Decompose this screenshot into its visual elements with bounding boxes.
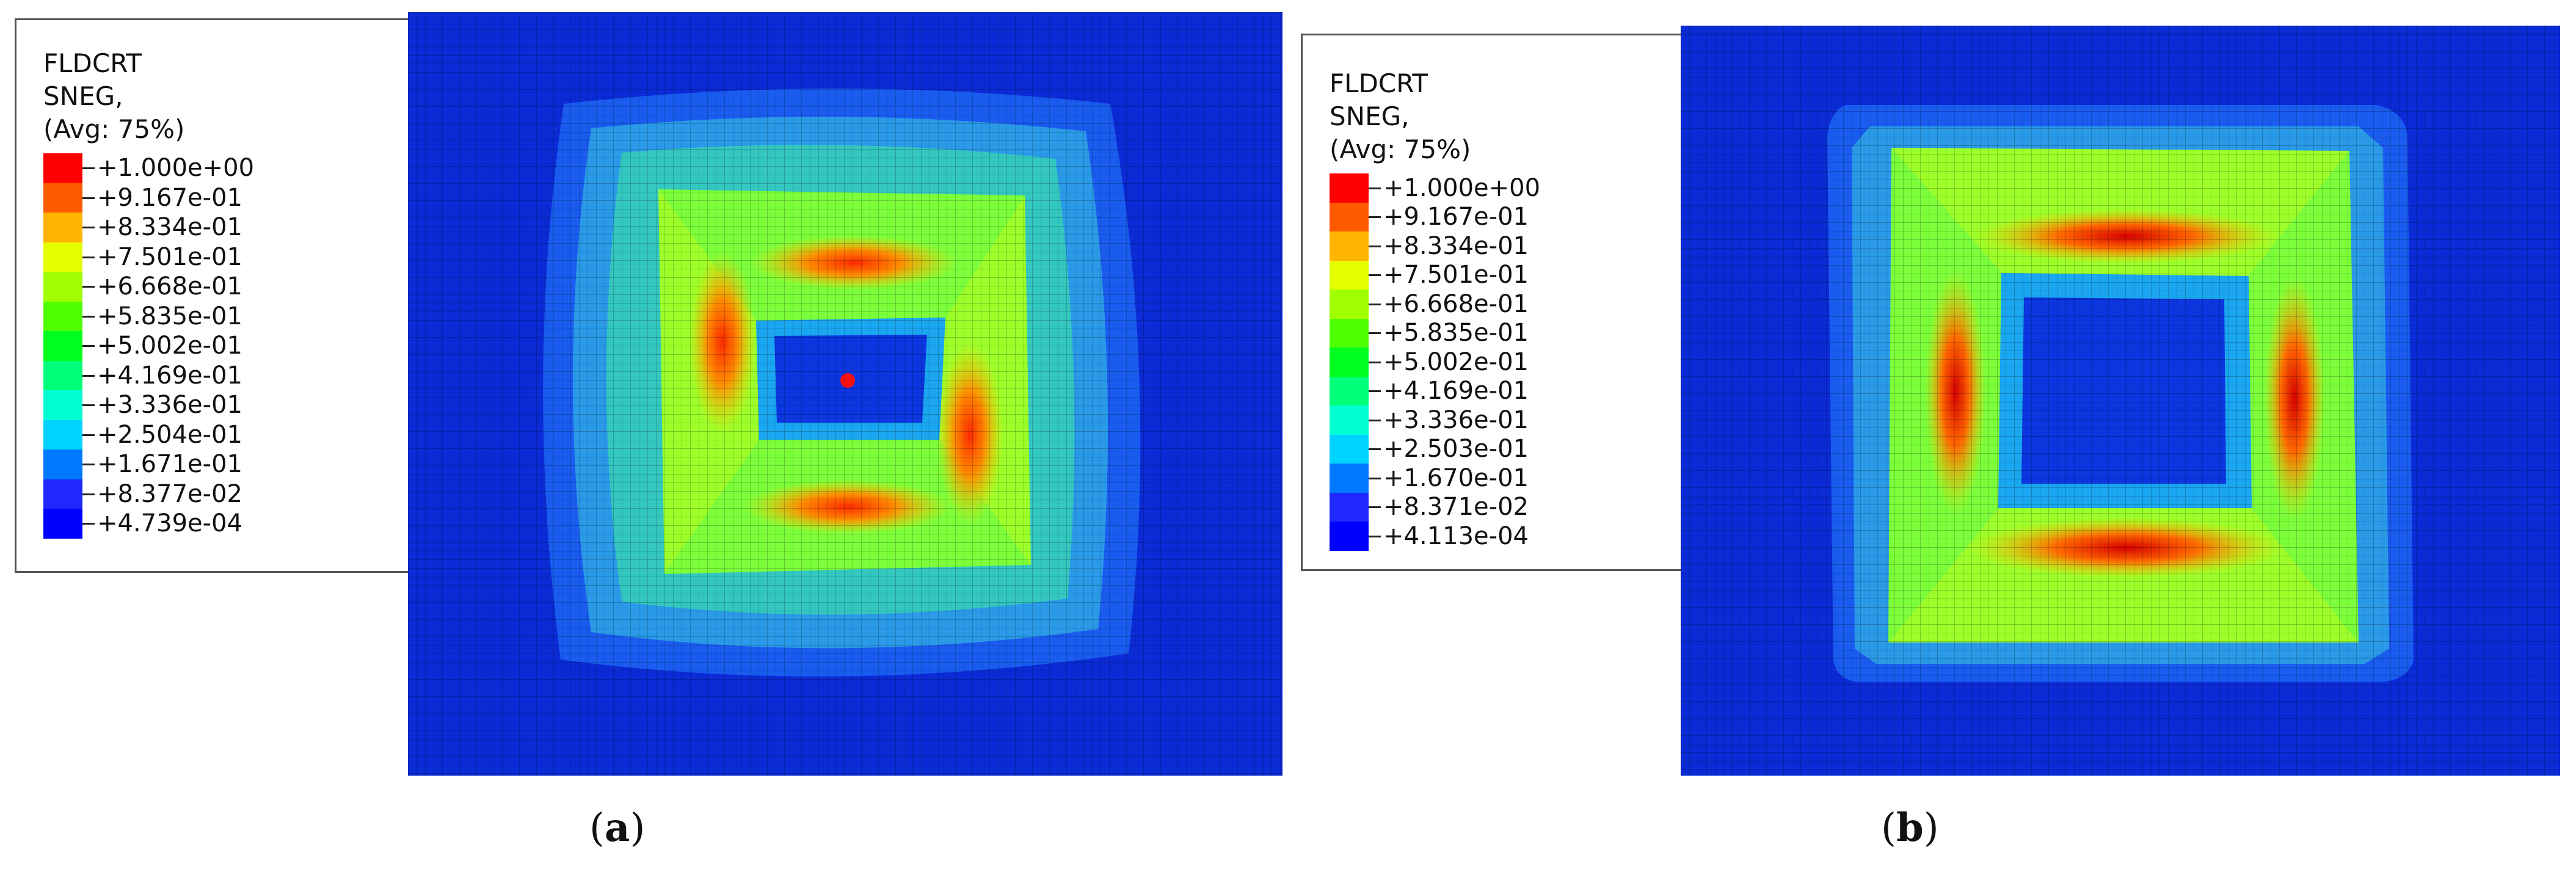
legend-swatch [1330, 173, 1369, 203]
legend-tick [1369, 535, 1381, 537]
legend-tick [1369, 303, 1381, 305]
legend-title-line: (Avg: 75%) [43, 114, 185, 144]
legend-swatch [43, 420, 82, 449]
legend-tick [82, 434, 95, 436]
legend-value: +4.169e-01 [97, 361, 242, 390]
legend-swatch [1330, 464, 1369, 493]
legend-swatch [43, 360, 82, 390]
legend-value: +3.336e-01 [97, 391, 242, 420]
legend-value: +5.002e-01 [1383, 348, 1529, 376]
legend-value: +4.169e-01 [1383, 377, 1529, 406]
legend-value: +8.334e-01 [97, 213, 242, 242]
legend-tick [82, 256, 95, 258]
legend-swatch [1330, 434, 1369, 464]
legend-tick [82, 315, 95, 318]
mesh-overlay [1681, 26, 2560, 776]
legend-value: +4.739e-04 [97, 509, 242, 538]
legend-swatch [43, 272, 82, 302]
legend-swatch [43, 213, 82, 242]
legend-value: +8.371e-02 [1383, 493, 1529, 522]
legend-tick [82, 345, 95, 348]
legend-value: +1.000e+00 [1383, 173, 1541, 202]
legend-value: +4.113e-04 [1383, 522, 1529, 550]
legend-swatch [43, 509, 82, 539]
legend-swatch [43, 301, 82, 331]
legend-tick [82, 493, 95, 495]
legend-value: +6.668e-01 [1383, 289, 1529, 318]
legend-value: +6.668e-01 [97, 272, 242, 301]
legend-tick [82, 286, 95, 288]
legend-tick [82, 197, 95, 199]
legend-tick [82, 167, 95, 170]
legend-value: +1.670e-01 [1383, 464, 1529, 492]
legend-value: +5.835e-01 [1383, 319, 1529, 348]
mesh-overlay [408, 12, 1283, 776]
legend-value: +7.501e-01 [1383, 261, 1529, 289]
legend-value: +8.334e-01 [1383, 231, 1529, 260]
legend-value: +1.000e+00 [97, 154, 255, 183]
legend-tick [82, 404, 95, 407]
legend-title-line: FLDCRT [43, 48, 142, 78]
legend-value: +8.377e-02 [97, 479, 242, 508]
legend-swatch [1330, 260, 1369, 289]
legend-tick [82, 523, 95, 525]
legend-title-line: FLDCRT [1330, 68, 1428, 98]
legend-swatch [1330, 231, 1369, 261]
legend-title-line: SNEG, [43, 81, 123, 111]
legend-swatch [43, 390, 82, 420]
legend-tick [82, 374, 95, 377]
legend-tick [1369, 361, 1381, 363]
contour-plot-a [408, 12, 1283, 776]
legend-value: +9.167e-01 [97, 183, 242, 212]
legend-value: +1.671e-01 [97, 450, 242, 479]
legend-swatch [43, 153, 82, 183]
legend-swatch [1330, 348, 1369, 377]
legend-tick [1369, 448, 1381, 451]
legend-swatch [43, 479, 82, 509]
legend-swatch [1330, 318, 1369, 348]
legend-title-line: SNEG, [1330, 101, 1410, 131]
legend-swatch [43, 331, 82, 361]
legend-swatch [43, 242, 82, 272]
contour-plot-b [1681, 26, 2560, 776]
legend-b: FLDCRT SNEG, (Avg: 75%) +1.000e+00 +9.167… [1301, 34, 1690, 571]
legend-tick [82, 464, 95, 466]
legend-swatch [1330, 289, 1369, 319]
legend-value: +3.336e-01 [1383, 406, 1529, 434]
legend-tick [1369, 187, 1381, 189]
legend-value: +2.504e-01 [97, 420, 242, 449]
legend-value: +7.501e-01 [97, 242, 242, 271]
legend-title-line: (Avg: 75%) [1330, 134, 1471, 164]
legend-swatch [43, 183, 82, 213]
legend-swatch [1330, 202, 1369, 231]
legend-tick [1369, 390, 1381, 393]
legend-tick [1369, 245, 1381, 247]
legend-swatch [1330, 492, 1369, 522]
legend-swatch [43, 449, 82, 479]
legend-value: +5.002e-01 [97, 332, 242, 360]
legend-tick [1369, 216, 1381, 219]
legend-tick [1369, 419, 1381, 421]
caption-b: (b) [1881, 805, 1939, 851]
legend-tick [1369, 506, 1381, 509]
legend-swatch [1330, 406, 1369, 435]
legend-tick [1369, 274, 1381, 277]
legend-tick [82, 227, 95, 229]
legend-value: +5.835e-01 [97, 302, 242, 330]
legend-value: +9.167e-01 [1383, 203, 1529, 231]
legend-tick [1369, 477, 1381, 479]
legend-value: +2.503e-01 [1383, 435, 1529, 464]
legend-swatch [1330, 376, 1369, 406]
legend-a: FLDCRT SNEG, (Avg: 75%) +1.000e+00 +9.167… [15, 18, 412, 573]
legend-tick [1369, 332, 1381, 335]
legend-swatch [1330, 522, 1369, 551]
caption-a: (a) [589, 805, 646, 851]
